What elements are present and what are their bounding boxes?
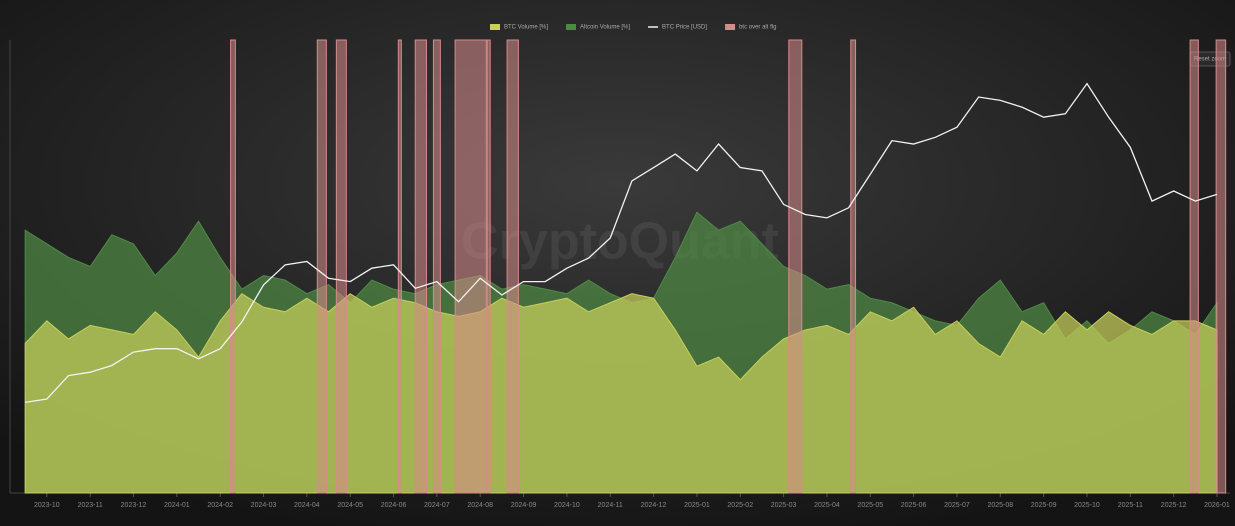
x-tick-label: 2025-02 — [727, 502, 753, 509]
x-tick-label: 2024-09 — [511, 502, 537, 509]
flag-band — [335, 39, 347, 494]
legend-label: BTC Price [USD] — [662, 25, 707, 31]
x-tick-label: 2023-12 — [121, 502, 147, 509]
flag-band — [397, 39, 402, 494]
x-tick-label: 2025-01 — [684, 502, 710, 509]
reset-button-label[interactable]: Reset zoom — [1194, 57, 1226, 63]
price-line — [25, 82, 1218, 404]
x-tick-label: 2023-10 — [34, 502, 60, 509]
flag-band — [432, 39, 441, 494]
x-tick-label: 2024-04 — [294, 502, 320, 509]
x-tick-label: 2025-09 — [1031, 502, 1057, 509]
flag-band — [1215, 39, 1227, 494]
x-tick-label: 2025-10 — [1074, 502, 1100, 509]
x-tick-label: 2025-05 — [857, 502, 883, 509]
flag-band — [850, 39, 857, 494]
x-tick-label: 2025-03 — [771, 502, 797, 509]
x-tick-label: 2025-12 — [1161, 502, 1187, 509]
flag-band — [506, 39, 519, 494]
x-tick-label: 2025-04 — [814, 502, 840, 509]
x-tick-label: 2024-06 — [381, 502, 407, 509]
legend-swatch — [725, 24, 736, 30]
x-tick-label: 2024-07 — [424, 502, 450, 509]
flag-band — [486, 39, 491, 494]
flag-band — [316, 39, 327, 494]
x-tick-label: 2024-05 — [337, 502, 363, 509]
x-tick-label: 2025-11 — [1118, 502, 1143, 509]
x-tick-label: 2024-02 — [207, 502, 233, 509]
x-tick-label: 2026-01 — [1204, 502, 1230, 509]
x-tick-label: 2024-01 — [164, 502, 190, 509]
legend-swatch — [490, 24, 500, 30]
x-tick-label: 2024-08 — [467, 502, 493, 509]
flag-band — [1189, 39, 1199, 494]
x-tick-label: 2025-08 — [987, 502, 1013, 509]
flag-band — [788, 39, 803, 494]
legend-label: Altcoin Volume [%] — [580, 25, 630, 31]
flag-band — [230, 39, 236, 494]
x-tick-label: 2024-03 — [251, 502, 277, 509]
flag-band — [414, 39, 427, 494]
legend-label: BTC Volume [%] — [504, 25, 548, 31]
x-tick-label: 2023-11 — [78, 502, 103, 509]
x-tick-label: 2025-07 — [944, 502, 970, 509]
legend-label: btc over alt flg — [739, 25, 776, 31]
x-tick-label: 2024-10 — [554, 502, 580, 509]
legend-swatch — [566, 24, 577, 30]
flag-band — [454, 39, 487, 494]
x-tick-label: 2024-11 — [598, 502, 623, 509]
x-tick-label: 2025-06 — [901, 502, 927, 509]
x-tick-label: 2024-12 — [641, 502, 667, 509]
